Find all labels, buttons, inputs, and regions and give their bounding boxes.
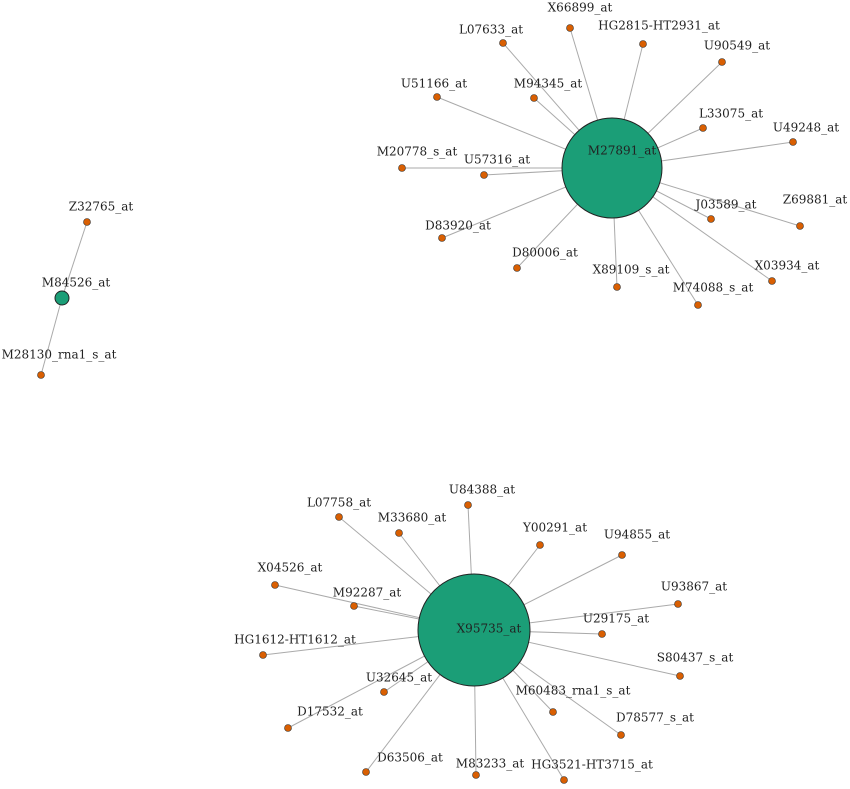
hub-node [561,117,663,219]
labels: X66899_at HG2815-HT2931_at U90549_at L07633… [2,1,848,772]
leaf-node [796,222,804,230]
leaf-node [718,58,726,66]
leaf-label: Z32765_at [69,200,134,214]
leaf-node [613,283,621,291]
edge [40,297,63,376]
leaf-label: U84388_at [449,483,515,497]
leaf-label: M33680_at [378,511,447,525]
leaf-label: X89109_s_at [593,263,670,277]
edge [61,221,88,299]
leaf-node [699,124,707,132]
leaf-label: S80437_s_at [657,651,734,665]
leaf-node [499,39,507,47]
leaf-label: X66899_at [548,1,613,15]
leaf-label: M92287_at [333,586,402,600]
hub-node [417,573,531,687]
leaf-label: U29175_at [583,612,649,626]
leaf-label: M60483_rna1_s_at [516,684,631,698]
leaf-label: U94855_at [604,528,670,542]
leaf-node [617,731,625,739]
leaf-label: D63506_at [377,751,443,765]
leaf-label: HG2815-HT2931_at [598,19,720,33]
hub-node [54,290,70,306]
leaf-node [530,94,538,102]
leaf-label: M83233_at [456,757,525,771]
leaf-node [398,164,406,172]
leaf-label: L07758_at [307,496,371,510]
leaf-node [674,600,682,608]
leaf-node [639,40,647,48]
edges [40,27,801,781]
leaf-node [438,234,446,242]
leaf-node [707,215,715,223]
leaf-node [83,218,91,226]
leaf-label: X03934_at [755,259,820,273]
hub-label: M27891_at [588,144,657,158]
leaf-node [618,551,626,559]
leaf-label: Z69881_at [783,193,848,207]
leaf-label: U32645_at [366,671,432,685]
hub-label: M84526_at [42,276,111,290]
leaf-node [560,776,568,784]
leaf-label: U51166_at [401,77,467,91]
leaf-node [433,93,441,101]
leaf-label: U49248_at [773,121,839,135]
leaf-node [694,301,702,309]
leaf-label: D80006_at [512,246,578,260]
leaf-label: X04526_at [258,561,323,575]
leaf-label: U93867_at [661,580,727,594]
leaf-node [380,688,388,696]
leaf-label: D78577_s_at [616,711,694,725]
leaf-node [768,277,776,285]
hub-label: X95735_at [457,622,522,636]
leaf-label: M94345_at [514,77,583,91]
leaf-label: HG3521-HT3715_at [531,758,653,772]
leaf-node [37,371,45,379]
leaf-node [480,171,488,179]
leaf-label: U90549_at [704,39,770,53]
leaf-label: D17532_at [297,705,363,719]
leaf-node [536,541,544,549]
leaf-label: D83920_at [425,219,491,233]
leaf-node [350,602,358,610]
leaf-node [789,138,797,146]
leaf-node [472,771,480,779]
leaf-label: J03589_at [694,198,757,212]
leaf-node [566,24,574,32]
leaf-label: M28130_rna1_s_at [2,348,117,362]
leaf-label: Y00291_at [522,521,587,535]
leaf-label: M20778_s_at [377,145,458,159]
leaf-node [464,501,472,509]
leaf-node [549,708,557,716]
leaf-node [284,724,292,732]
leaf-node [676,672,684,680]
leaf-node [271,581,279,589]
leaf-node [259,651,267,659]
leaf-node [598,630,606,638]
leaf-label: HG1612-HT1612_at [234,633,356,647]
leaf-label: L07633_at [459,23,523,37]
leaf-label: L33075_at [699,107,763,121]
nodes [37,24,804,784]
leaf-node [362,768,370,776]
leaf-node [513,264,521,272]
leaf-label: U57316_at [464,153,530,167]
leaf-label: M74088_s_at [673,281,754,295]
leaf-node [335,513,343,521]
leaf-node [395,529,403,537]
